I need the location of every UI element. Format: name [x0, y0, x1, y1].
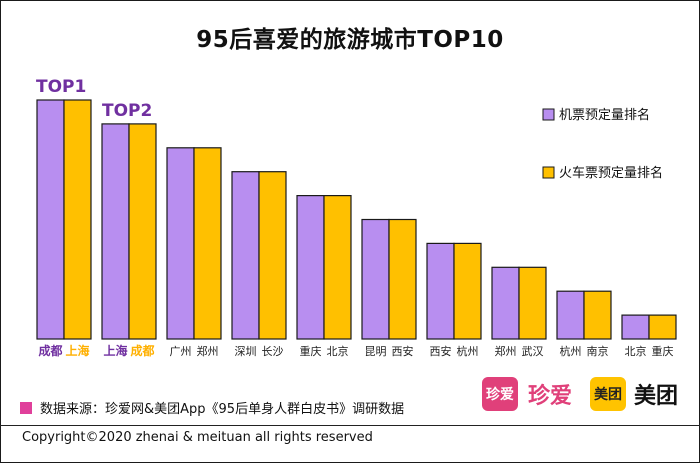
top-tag-2: TOP2	[102, 101, 152, 121]
bar-flight-8	[491, 266, 520, 340]
bar-train-10	[648, 314, 677, 340]
x-label-flight-5: 重庆	[300, 344, 322, 358]
zhenai-logo-badge: 珍爱	[482, 377, 518, 411]
source-marker	[20, 401, 32, 414]
bar-flight-4	[231, 171, 260, 340]
meituan-logo-text: 美团	[634, 384, 679, 409]
x-label-flight-9: 杭州	[560, 344, 582, 358]
bar-train-6	[388, 218, 417, 340]
x-label-train-5: 北京	[327, 344, 349, 358]
copyright: Copyright©2020 zhenai & meituan all righ…	[22, 430, 373, 445]
x-label-flight-8: 郑州	[495, 344, 517, 358]
x-label-train-7: 杭州	[457, 344, 479, 358]
meituan-logo-badge: 美团	[590, 377, 627, 411]
bar-flight-9	[556, 290, 585, 340]
logos: 珍爱 珍爱 美团 美团	[482, 377, 678, 411]
bar-train-8	[518, 266, 547, 340]
bar-flight-5	[296, 195, 325, 340]
x-label-train-2: 成都	[130, 343, 154, 358]
x-label-train-3: 郑州	[197, 344, 219, 358]
x-label-flight-10: 北京	[625, 344, 647, 358]
legend-swatch-flight	[542, 108, 555, 121]
x-label-train-9: 南京	[587, 344, 609, 358]
bar-train-1	[63, 99, 92, 340]
bar-flight-1	[36, 99, 65, 340]
bar-flight-10	[621, 314, 650, 340]
x-label-flight-1: 成都	[38, 343, 62, 358]
bar-train-9	[583, 290, 612, 340]
bar-train-2	[128, 123, 157, 340]
legend-label-flight: 机票预定量排名	[559, 107, 650, 123]
chart-title: 95后喜爱的旅游城市TOP10	[196, 27, 504, 53]
legend-swatch-train	[542, 166, 555, 179]
x-label-train-4: 长沙	[262, 345, 284, 358]
x-label-flight-4: 深圳	[235, 345, 257, 358]
bar-flight-6	[361, 218, 390, 340]
source-text: 数据来源：珍爱网&美团App《95后单身人群白皮书》调研数据	[40, 402, 405, 417]
bar-train-7	[453, 242, 482, 340]
bar-flight-3	[166, 147, 195, 340]
zhenai-logo-text: 珍爱	[528, 384, 573, 409]
x-label-flight-3: 广州	[170, 345, 192, 358]
top-tag-1: TOP1	[36, 77, 86, 97]
bar-flight-7	[426, 242, 455, 340]
legend-label-train: 火车票预定量排名	[559, 165, 663, 181]
x-label-flight-2: 上海	[103, 343, 127, 358]
x-label-flight-6: 昆明	[365, 345, 387, 358]
footer-divider	[0, 425, 700, 426]
x-label-flight-7: 西安	[430, 344, 452, 358]
x-label-train-1: 上海	[65, 343, 89, 358]
bar-train-5	[323, 195, 352, 340]
bar-train-4	[258, 171, 287, 340]
x-label-train-8: 武汉	[522, 345, 544, 358]
x-label-train-6: 西安	[392, 344, 414, 358]
bar-flight-2	[101, 123, 130, 340]
bar-train-3	[193, 147, 222, 340]
x-label-train-10: 重庆	[652, 344, 674, 358]
data-source: 数据来源：珍爱网&美团App《95后单身人群白皮书》调研数据	[20, 398, 404, 417]
